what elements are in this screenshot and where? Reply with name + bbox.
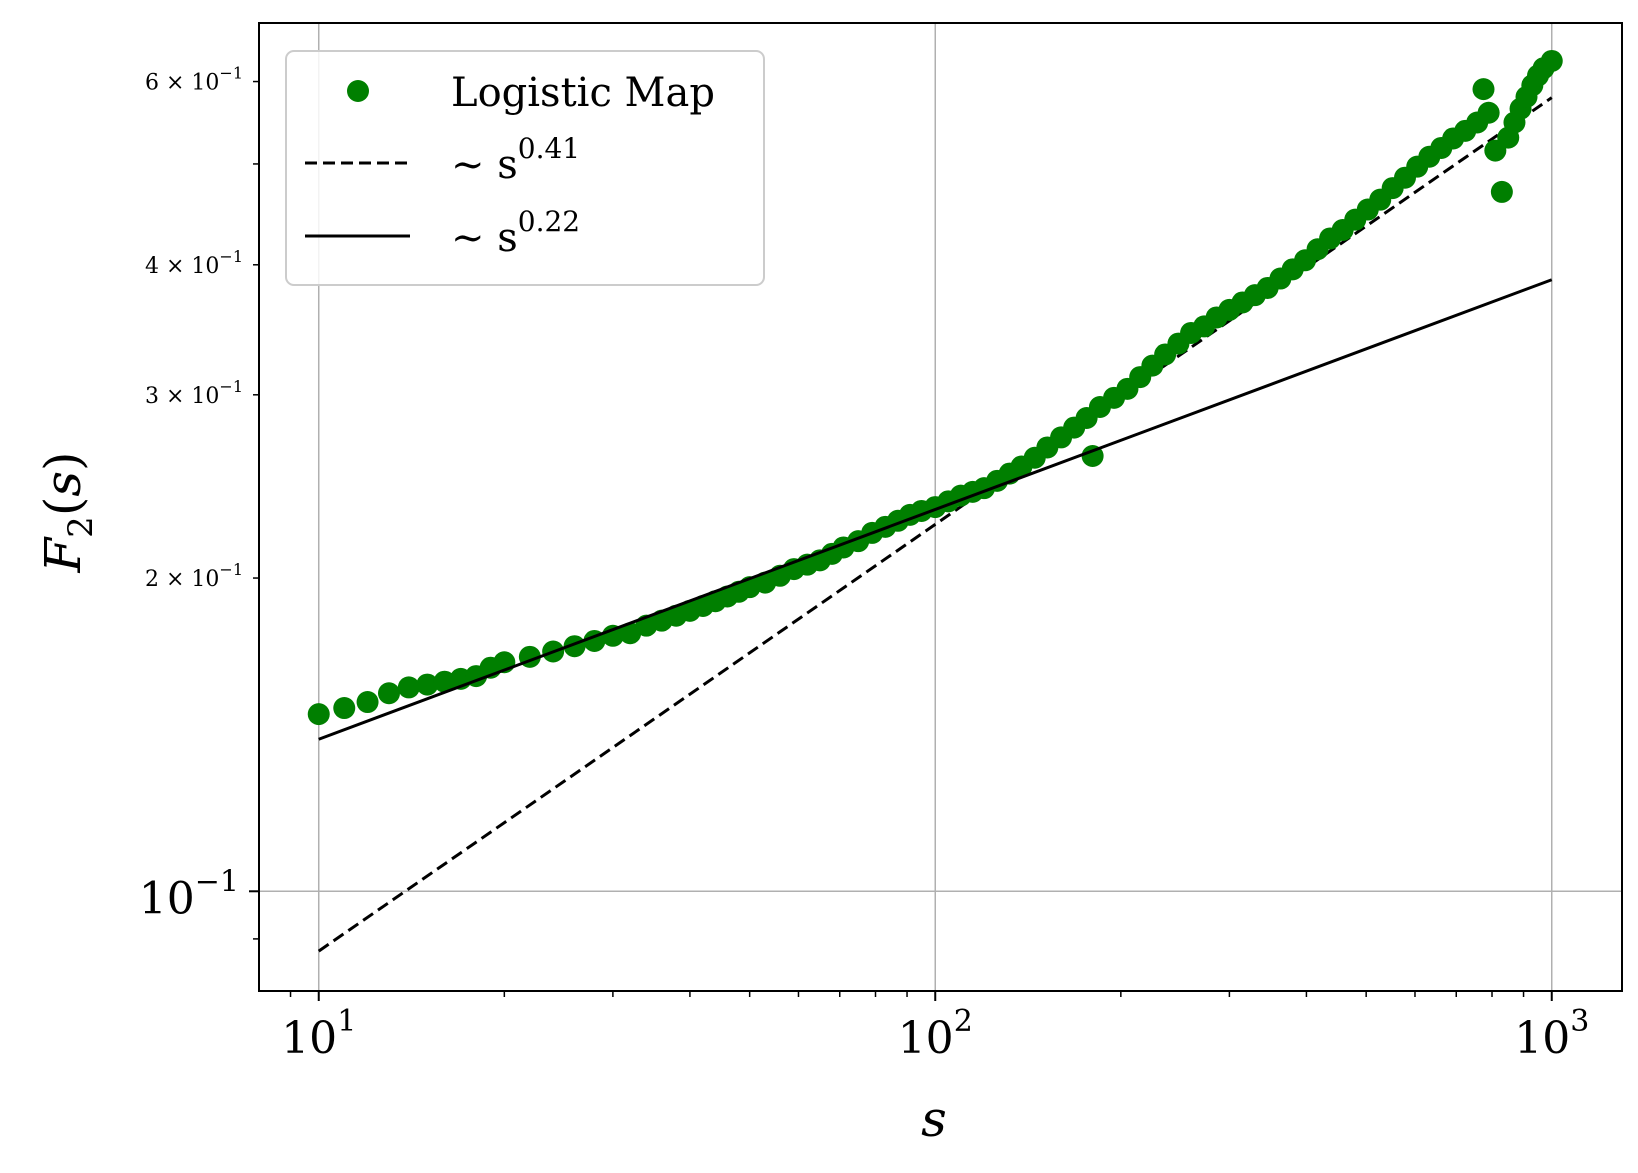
legend-entry-solid-fit: ∼ s0.22 — [305, 205, 580, 261]
data-point — [1490, 180, 1513, 203]
y-minor-tick-label: 3 × 10−1 — [145, 377, 243, 409]
data-point — [1540, 49, 1563, 72]
legend-box — [285, 50, 765, 286]
data-point — [333, 697, 356, 720]
legend-entry-dashed-fit: ∼ s0.41 — [305, 132, 580, 188]
data-point — [1477, 101, 1500, 124]
legend-exponent-solid: 0.22 — [518, 205, 580, 238]
legend-label-logistic-map: Logistic Map — [451, 70, 715, 116]
legend-label-solid-fit: ∼ s0.22 — [451, 205, 580, 261]
ticks: 101 102 103 10−1 2 × 10−1 3 × 10−1 4 × 10−1 6 ×… — [139, 64, 1590, 1064]
data-point — [416, 673, 439, 696]
legend-entry-logistic-map: Logistic Map — [347, 70, 715, 116]
data-point — [433, 670, 456, 693]
grid — [259, 23, 1622, 991]
fit-line-solid — [318, 278, 1553, 741]
data-point — [307, 703, 330, 726]
x-tick-label: 103 — [1514, 1004, 1589, 1064]
legend-exponent-dashed: 0.41 — [518, 132, 580, 165]
y-minor-tick-label: 4 × 10−1 — [145, 247, 243, 279]
y-minor-tick-label: 2 × 10−1 — [145, 560, 243, 592]
data-point — [377, 682, 400, 705]
plot-frame — [258, 22, 1623, 992]
y-tick-label: 10−1 — [139, 864, 239, 924]
legend-marker-logistic-map — [347, 80, 369, 102]
data-point — [356, 691, 379, 714]
data-point — [1081, 445, 1104, 468]
x-axis-label: s — [921, 1090, 947, 1148]
x-tick-label: 102 — [898, 1004, 973, 1064]
series-layer — [307, 49, 1563, 953]
x-tick-label: 101 — [281, 1004, 356, 1064]
data-point — [1472, 78, 1495, 101]
legend: Logistic Map ∼ s0.41 ∼ s0.22 — [285, 50, 765, 286]
data-point — [397, 676, 420, 699]
y-axis-label: F2(s) — [34, 451, 101, 573]
y-minor-tick-label: 6 × 10−1 — [145, 64, 243, 96]
legend-label-dashed-fit: ∼ s0.41 — [451, 132, 580, 188]
